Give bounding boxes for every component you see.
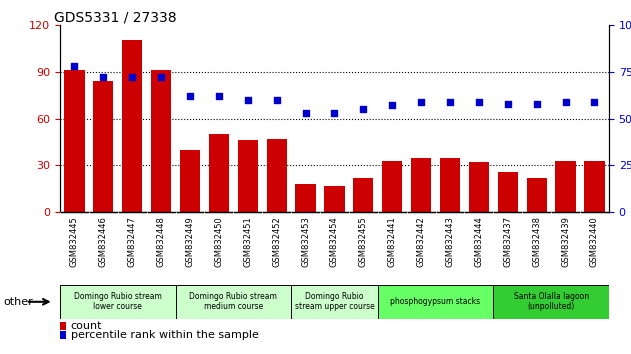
Bar: [526, 178, 547, 212]
Bar: [180, 150, 200, 212]
Text: Santa Olalla lagoon
(unpolluted): Santa Olalla lagoon (unpolluted): [514, 292, 589, 312]
Text: GSM832451: GSM832451: [244, 216, 252, 267]
Bar: [64, 70, 85, 212]
Text: Domingo Rubio
stream upper course: Domingo Rubio stream upper course: [295, 292, 374, 312]
Point: [503, 101, 513, 107]
Bar: [382, 161, 403, 212]
Bar: [555, 161, 575, 212]
Bar: [291, 285, 378, 319]
Point: [358, 106, 369, 112]
Text: GSM832443: GSM832443: [445, 216, 454, 267]
Bar: [209, 134, 229, 212]
Bar: [324, 186, 345, 212]
Text: phosphogypsum stacks: phosphogypsum stacks: [391, 297, 481, 306]
Text: GSM832447: GSM832447: [127, 216, 137, 267]
Text: count: count: [71, 321, 102, 331]
Text: GSM832448: GSM832448: [156, 216, 165, 267]
Bar: [151, 70, 171, 212]
Text: GSM832440: GSM832440: [590, 216, 599, 267]
Text: GSM832450: GSM832450: [215, 216, 223, 267]
Text: percentile rank within the sample: percentile rank within the sample: [71, 330, 259, 340]
Text: GSM832449: GSM832449: [186, 216, 194, 267]
Text: GSM832437: GSM832437: [504, 216, 512, 267]
Text: GSM832452: GSM832452: [272, 216, 281, 267]
Text: GSM832442: GSM832442: [416, 216, 425, 267]
Bar: [60, 285, 175, 319]
Bar: [493, 285, 609, 319]
Bar: [584, 161, 604, 212]
Bar: [238, 141, 258, 212]
Bar: [266, 139, 286, 212]
Point: [416, 99, 426, 104]
Point: [474, 99, 484, 104]
Point: [532, 101, 542, 107]
Text: GSM832446: GSM832446: [99, 216, 108, 267]
Point: [329, 110, 339, 116]
Bar: [353, 178, 374, 212]
Text: GSM832454: GSM832454: [330, 216, 339, 267]
Bar: [411, 158, 431, 212]
Point: [560, 99, 570, 104]
Text: GSM832455: GSM832455: [359, 216, 368, 267]
Point: [271, 97, 281, 103]
Point: [127, 74, 137, 80]
Point: [156, 74, 166, 80]
Text: GSM832444: GSM832444: [475, 216, 483, 267]
Point: [69, 63, 80, 69]
Bar: [378, 285, 493, 319]
Point: [243, 97, 253, 103]
Bar: [93, 81, 114, 212]
Point: [387, 103, 398, 108]
Text: GSM832453: GSM832453: [301, 216, 310, 267]
Text: GSM832439: GSM832439: [561, 216, 570, 267]
Bar: [175, 285, 291, 319]
Point: [589, 99, 599, 104]
Text: GSM832445: GSM832445: [70, 216, 79, 267]
Point: [445, 99, 455, 104]
Bar: [498, 172, 518, 212]
Point: [98, 74, 109, 80]
Text: other: other: [3, 297, 33, 307]
Point: [300, 110, 310, 116]
Bar: [122, 40, 142, 212]
Text: GDS5331 / 27338: GDS5331 / 27338: [54, 11, 176, 25]
Bar: [295, 184, 316, 212]
Point: [214, 93, 224, 99]
Text: GSM832441: GSM832441: [387, 216, 397, 267]
Point: [185, 93, 195, 99]
Bar: [440, 158, 460, 212]
Text: Domingo Rubio stream
medium course: Domingo Rubio stream medium course: [189, 292, 277, 312]
Bar: [469, 162, 489, 212]
Text: GSM832438: GSM832438: [532, 216, 541, 267]
Text: Domingo Rubio stream
lower course: Domingo Rubio stream lower course: [74, 292, 162, 312]
